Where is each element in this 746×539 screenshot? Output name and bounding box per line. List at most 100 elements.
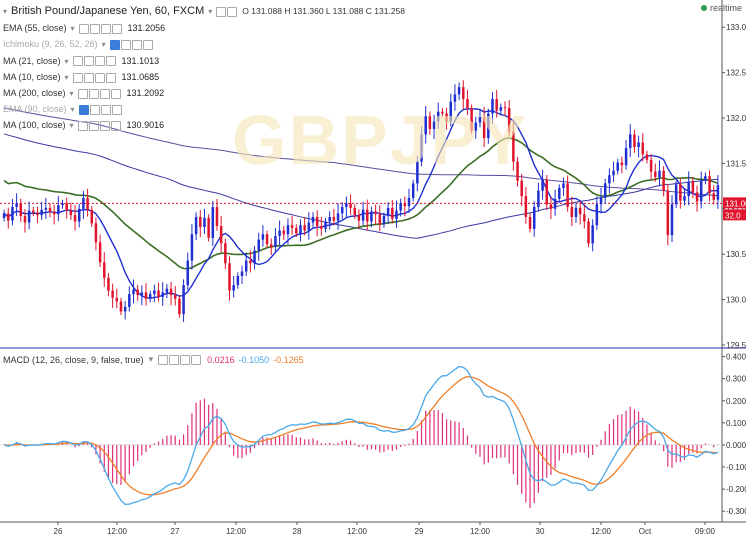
candle-body [499, 107, 503, 111]
candle-body [48, 207, 52, 212]
settings-icon[interactable] [83, 56, 94, 67]
indicator-name[interactable]: MA (200, close) [3, 88, 66, 99]
add-icon[interactable] [100, 24, 111, 35]
close-icon[interactable] [111, 105, 122, 116]
candle-body [436, 111, 440, 122]
symbol-watermark: GBPJPY [232, 101, 528, 179]
candle-body [178, 298, 181, 315]
eye-icon[interactable] [78, 24, 89, 35]
indicator-options-icon[interactable]: ▾ [69, 121, 74, 131]
collapse-legend-icon[interactable]: ▾ [3, 7, 8, 17]
candle-body [541, 179, 544, 191]
add-icon[interactable] [99, 88, 110, 99]
close-icon[interactable] [105, 56, 116, 67]
eye-icon[interactable] [77, 121, 88, 132]
candle-body [140, 292, 144, 296]
settings-icon[interactable] [120, 40, 131, 51]
settings-icon[interactable] [83, 72, 94, 83]
candle-body [482, 117, 486, 138]
candle-body [445, 113, 448, 122]
close-icon[interactable] [110, 121, 121, 132]
eye-icon[interactable] [78, 105, 89, 116]
settings-icon[interactable] [169, 354, 180, 365]
macd-options-icon[interactable]: ▾ [148, 354, 154, 364]
add-icon[interactable] [180, 354, 191, 365]
candle-body [165, 288, 169, 293]
eye-icon[interactable] [72, 72, 83, 83]
time-tick-label: 30 [536, 527, 545, 536]
candle-body [691, 181, 695, 193]
realtime-label: realtime [709, 3, 742, 13]
candle-body [583, 214, 586, 222]
add-icon[interactable] [94, 72, 105, 83]
indicator-options-icon[interactable]: ▾ [101, 40, 106, 50]
macd-name[interactable]: MACD (12, 26, close, 9, false, true) [3, 354, 144, 365]
candle-body [36, 212, 39, 216]
candle-body [366, 209, 369, 222]
time-tick-label: 09:00 [695, 527, 716, 536]
close-icon[interactable] [142, 40, 153, 51]
indicator-options-icon[interactable]: ▾ [64, 56, 69, 66]
candle-body [199, 216, 202, 227]
candle-body [612, 170, 615, 176]
indicator-name[interactable]: MA (100, close) [3, 120, 66, 131]
indicator-name[interactable]: EMA (90, close) [3, 104, 67, 115]
candle-body [115, 297, 119, 302]
candle-body [478, 117, 482, 123]
candle-body [61, 203, 64, 206]
candle-body [716, 185, 720, 200]
eye-icon[interactable] [77, 88, 88, 99]
candle-body [674, 184, 678, 205]
close-icon[interactable] [111, 24, 122, 35]
indicator-name[interactable]: MA (10, close) [3, 71, 61, 82]
candle-body [111, 290, 114, 298]
eye-icon[interactable] [158, 354, 169, 365]
candle-body [474, 122, 478, 131]
time-tick-label: Oct [639, 527, 652, 536]
indicator-row: Ichimoku (9, 26, 52, 26) ▾ [3, 37, 405, 53]
indicator-options-icon[interactable]: ▾ [70, 24, 75, 34]
current-price-tag [723, 197, 746, 209]
indicator-name[interactable]: MA (21, close) [3, 55, 61, 66]
price-tick-label: 132.50 [726, 69, 746, 78]
add-icon[interactable] [100, 105, 111, 116]
candle-body [311, 216, 315, 223]
close-icon[interactable] [110, 88, 121, 99]
add-icon[interactable] [99, 121, 110, 132]
candle-body [169, 288, 173, 296]
indicator-options-icon[interactable]: ▾ [64, 72, 69, 82]
indicator-options-icon[interactable]: ▾ [70, 105, 75, 115]
eye-icon[interactable] [72, 56, 83, 67]
indicator-row: MA (21, close) ▾ 131.1013 [3, 53, 405, 69]
settings-icon[interactable] [89, 105, 100, 116]
settings-icon[interactable] [88, 88, 99, 99]
indicator-name[interactable]: Ichimoku (9, 26, 52, 26) [3, 39, 98, 50]
candle-body [203, 217, 206, 227]
candle-body [578, 207, 582, 215]
time-tick-label: 12:00 [107, 527, 128, 536]
candle-body [148, 294, 152, 299]
settings-icon[interactable] [89, 24, 100, 35]
candle-body [416, 161, 419, 184]
candle-body [224, 243, 227, 264]
symbol-title[interactable]: British Pound/Japanese Yen, 60, FXCM [11, 5, 205, 18]
add-icon[interactable] [94, 56, 105, 67]
candle-body [278, 230, 281, 237]
candle-body [282, 230, 286, 235]
candle-body [253, 250, 256, 264]
eye-icon[interactable] [216, 7, 227, 17]
symbol-options-icon[interactable]: ▾ [208, 7, 213, 17]
add-icon[interactable] [131, 40, 142, 51]
eye-icon[interactable] [109, 40, 120, 51]
close-icon[interactable] [105, 72, 116, 83]
close-icon[interactable] [191, 354, 202, 365]
settings-icon[interactable] [227, 7, 238, 17]
candle-body [679, 184, 682, 201]
candle-body [695, 192, 699, 202]
settings-icon[interactable] [88, 121, 99, 132]
candle-body [553, 198, 557, 209]
indicator-name[interactable]: EMA (55, close) [3, 23, 67, 34]
indicator-options-icon[interactable]: ▾ [69, 89, 74, 99]
